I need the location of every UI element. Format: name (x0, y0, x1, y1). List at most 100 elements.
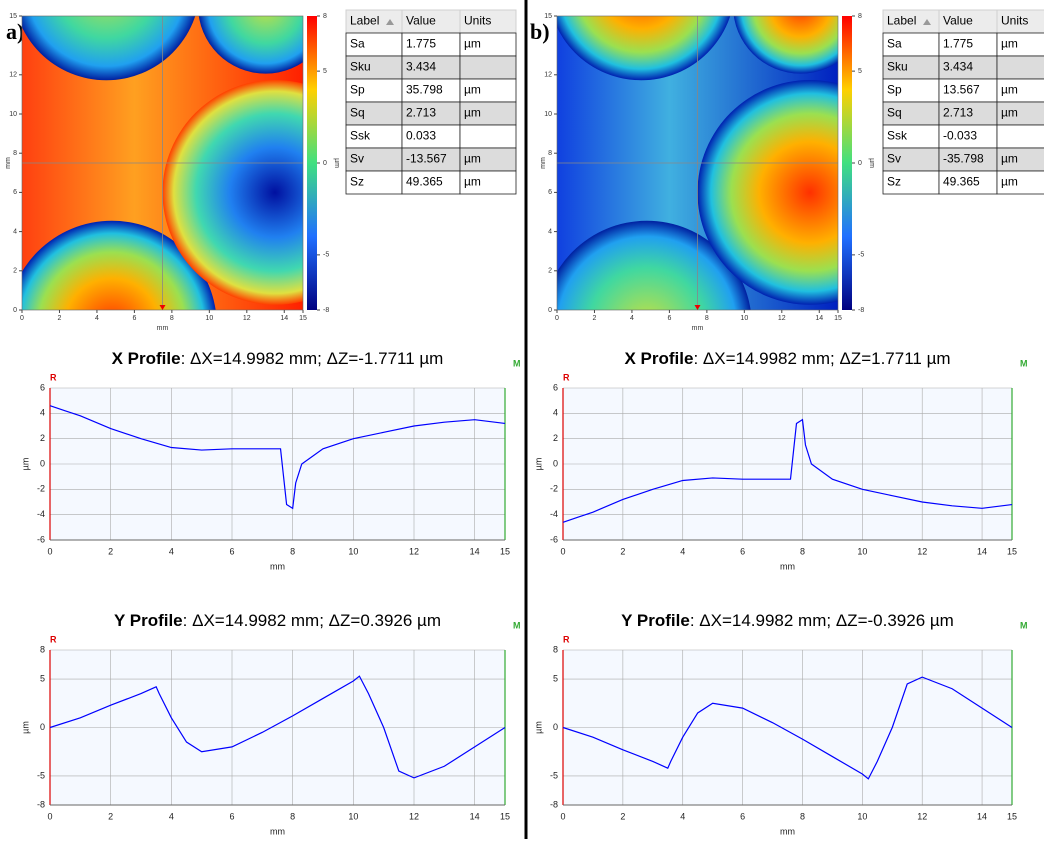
table-header: Value (406, 14, 436, 28)
table-text: 2.713 (943, 106, 973, 120)
x-axis-label: mm (157, 325, 169, 332)
x-tick-label: 14 (815, 315, 823, 322)
table-text: Sa (887, 37, 902, 51)
y-tick-label: -2 (37, 484, 45, 494)
y-tick-label: 0 (40, 722, 45, 732)
table-header: Value (943, 14, 973, 28)
corner-label: R (563, 634, 570, 644)
x-tick-label: 8 (170, 315, 174, 322)
colorbar-tick-label: 0 (858, 160, 862, 167)
y-tick-label: -8 (37, 799, 45, 809)
y-tick-label: -2 (550, 484, 558, 494)
table-header: Units (1001, 14, 1028, 28)
x-tick-label: 0 (555, 315, 559, 322)
y-tick-label: 6 (548, 189, 552, 196)
y-tick-label: 5 (40, 673, 45, 683)
x-tick-label: 12 (917, 811, 927, 821)
x-tick-label: 8 (800, 811, 805, 821)
y-tick-label: 5 (553, 673, 558, 683)
table-text: 0.033 (406, 129, 436, 143)
x-tick-label: 15 (500, 811, 510, 821)
colorbar-tick-label: 5 (858, 68, 862, 75)
table-text: Sq (350, 106, 365, 120)
x-tick-label: 0 (560, 811, 565, 821)
y-tick-label: 12 (9, 72, 17, 79)
table-text: µm (1001, 152, 1018, 166)
y-tick-label: 2 (548, 268, 552, 275)
y-tick-label: 0 (548, 307, 552, 314)
title-detail: : ΔX=14.9982 mm; ΔZ=0.3926 µm (183, 611, 441, 630)
x-tick-label: 15 (500, 546, 510, 556)
table-text: 13.567 (943, 83, 980, 97)
table-text: Sz (887, 175, 901, 189)
y-axis-label: mm (5, 157, 12, 169)
colorbar-tick-label: 0 (323, 160, 327, 167)
x-tick-label: 14 (280, 315, 288, 322)
title-main: X Profile (112, 349, 181, 368)
x-tick-label: 4 (95, 315, 99, 322)
corner-label: M (513, 358, 521, 368)
y-tick-label: 15 (544, 13, 552, 20)
x-tick-label: 12 (778, 315, 786, 322)
y-tick-label: 0 (553, 722, 558, 732)
title-detail: : ΔX=14.9982 mm; ΔZ=-1.7711 µm (181, 349, 444, 368)
colorbar-tick-label: -5 (858, 252, 864, 259)
colorbar (842, 16, 852, 310)
corner-label: R (50, 372, 57, 382)
colorbar (307, 16, 317, 310)
table-text: 35.798 (406, 83, 443, 97)
y-tick-label: 6 (553, 382, 558, 392)
table-text: 1.775 (943, 37, 973, 51)
x-tick-label: 10 (348, 546, 358, 556)
chart-title: Y Profile: ΔX=14.9982 mm; ΔZ=-0.3926 µm (621, 611, 954, 630)
y-tick-label: -8 (550, 799, 558, 809)
panel-label: b) (530, 19, 550, 44)
x-tick-label: 0 (20, 315, 24, 322)
table-text: -13.567 (406, 152, 447, 166)
x-tick-label: 8 (800, 546, 805, 556)
y-tick-label: -4 (550, 509, 558, 519)
x-tick-label: 15 (834, 315, 842, 322)
y-axis-label: µm (533, 458, 543, 471)
table-text: Sku (887, 60, 908, 74)
title-main: Y Profile (621, 611, 690, 630)
y-tick-label: 4 (40, 408, 45, 418)
x-tick-label: 6 (132, 315, 136, 322)
x-tick-label: 10 (740, 315, 748, 322)
y-tick-label: -6 (37, 534, 45, 544)
title-main: X Profile (624, 349, 693, 368)
x-tick-label: 4 (169, 546, 174, 556)
table-text: Sa (350, 37, 365, 51)
colorbar-label: µm (333, 158, 340, 168)
chart-title: X Profile: ΔX=14.9982 mm; ΔZ=1.7711 µm (624, 349, 950, 368)
x-tick-label: 15 (1007, 811, 1017, 821)
x-tick-label: 14 (470, 811, 480, 821)
x-tick-label: 0 (47, 546, 52, 556)
x-tick-label: 0 (47, 811, 52, 821)
colorbar-tick-label: -5 (323, 252, 329, 259)
title-detail: : ΔX=14.9982 mm; ΔZ=-0.3926 µm (690, 611, 954, 630)
corner-label: M (1020, 620, 1028, 630)
title-main: Y Profile (114, 611, 183, 630)
x-tick-label: 4 (680, 546, 685, 556)
y-axis-label: µm (533, 721, 543, 734)
x-tick-label: 15 (299, 315, 307, 322)
x-tick-label: 6 (740, 811, 745, 821)
x-tick-label: 15 (1007, 546, 1017, 556)
x-tick-label: 4 (630, 315, 634, 322)
x-tick-label: 6 (229, 811, 234, 821)
x-tick-label: 4 (169, 811, 174, 821)
table-text: 1.775 (406, 37, 436, 51)
table-text: 3.434 (406, 60, 436, 74)
y-tick-label: 8 (548, 150, 552, 157)
table-text: Sku (350, 60, 371, 74)
table-cell (460, 125, 516, 148)
x-tick-label: 10 (348, 811, 358, 821)
colorbar-tick-label: -8 (323, 307, 329, 314)
table-text: Sv (350, 152, 364, 166)
table-text: -0.033 (943, 129, 977, 143)
table-text: Ssk (350, 129, 371, 143)
table-text: 2.713 (406, 106, 436, 120)
x-tick-label: 8 (705, 315, 709, 322)
